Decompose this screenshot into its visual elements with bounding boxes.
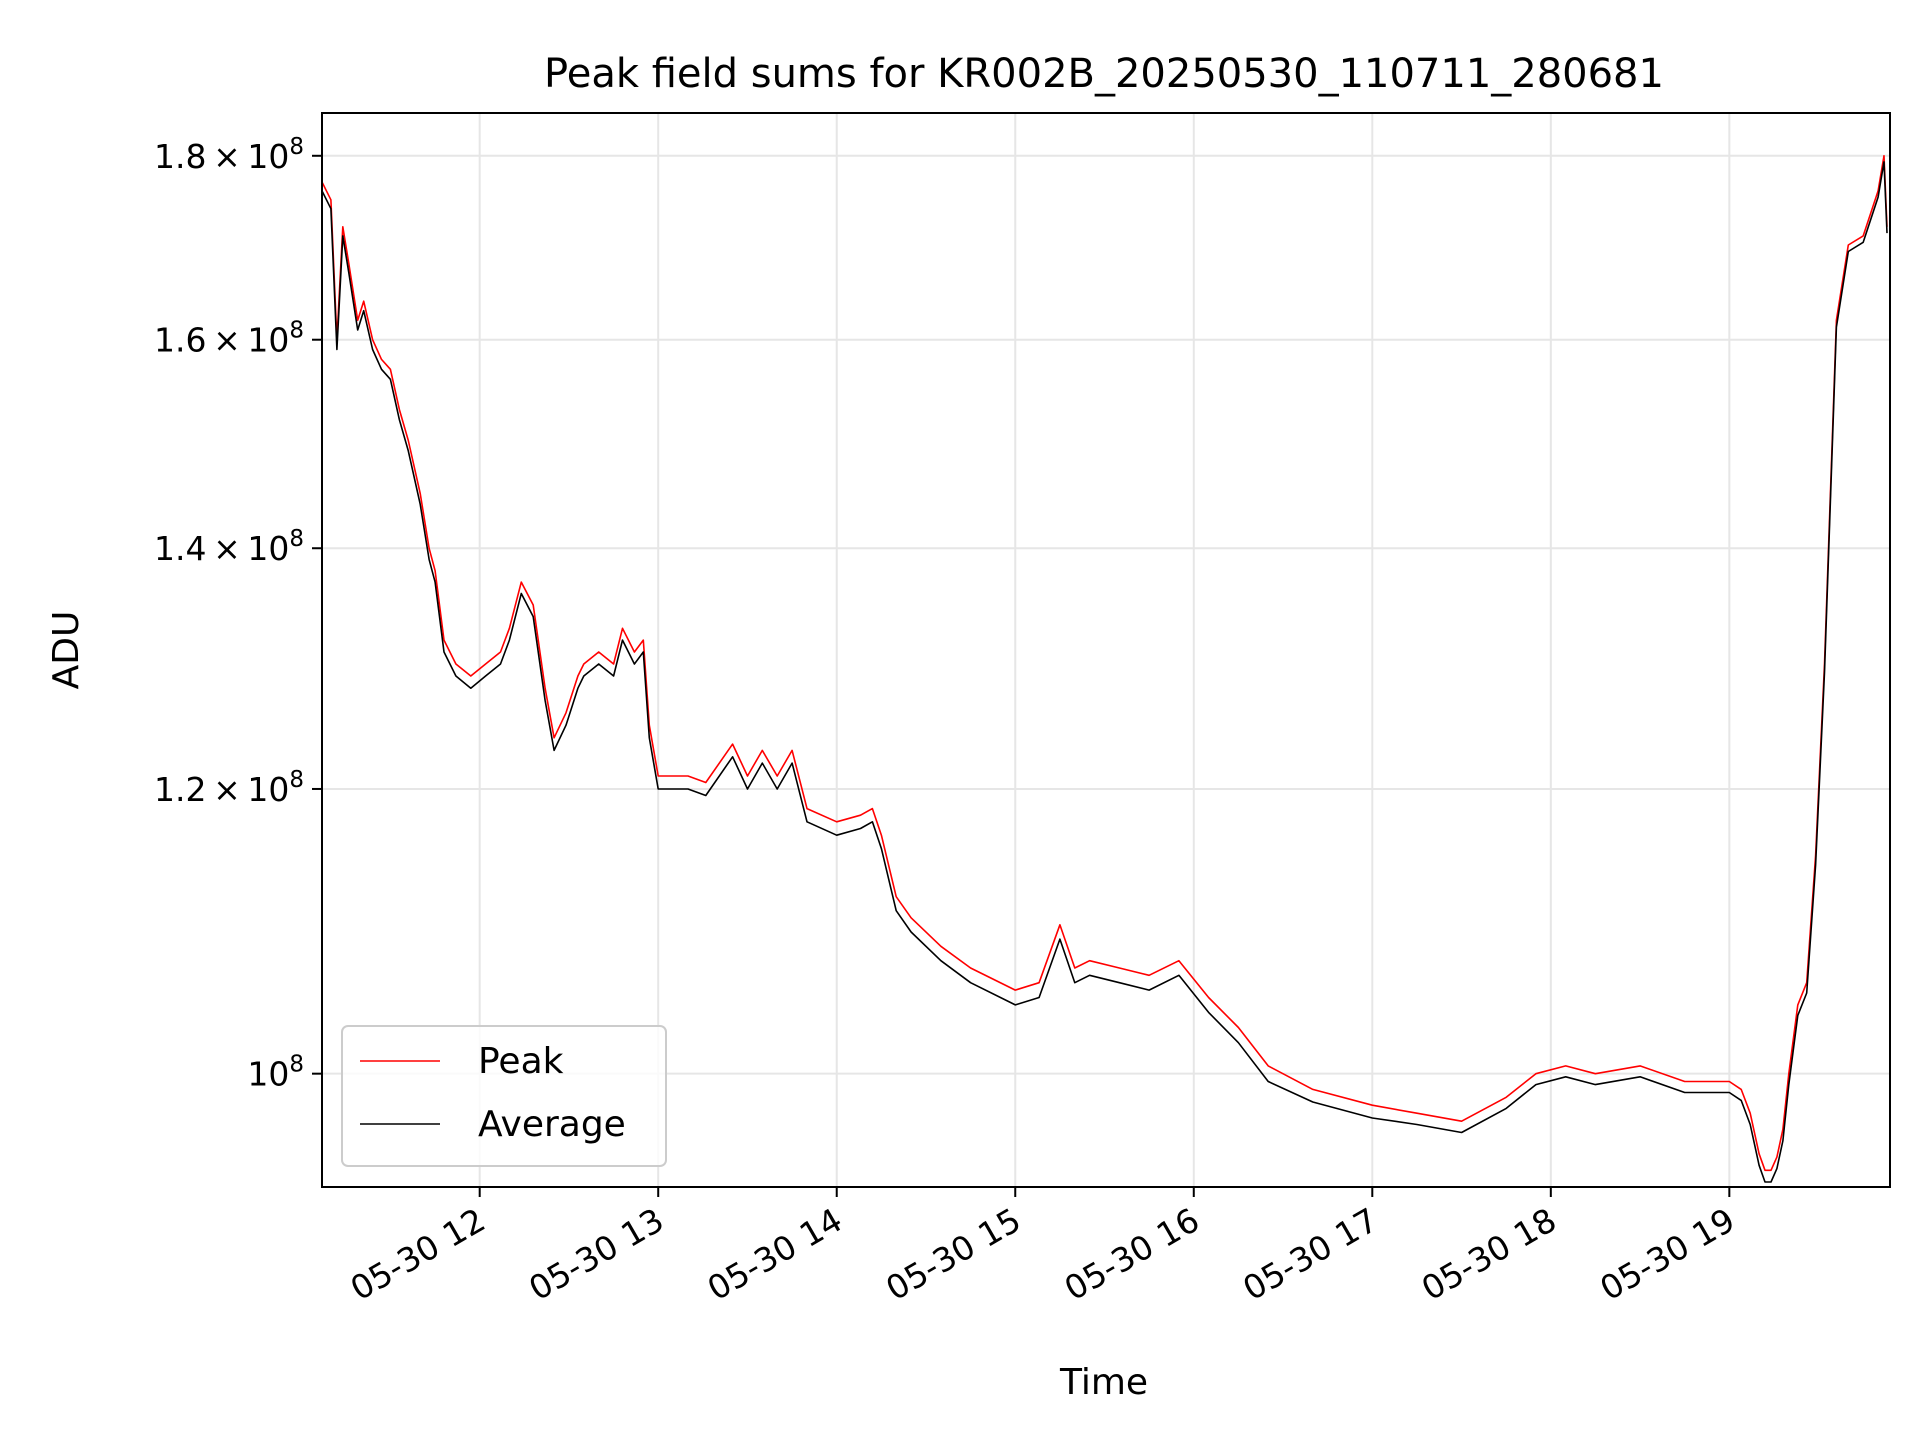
y-axis-ticks: 108 1.2 × 108 1.4 × 108 1.6 × 108 1.8 × 108 — [154, 134, 322, 1094]
series-line-peak — [321, 155, 1888, 1172]
y-tick-label: 1.2 × 108 — [154, 767, 304, 809]
legend-average-label: Average — [478, 1104, 626, 1145]
series-line-average — [321, 161, 1888, 1183]
y-tick-label: 1.8 × 108 — [154, 134, 304, 176]
plot-frame — [321, 112, 1891, 1188]
chart-title: Peak field sums for KR002B_20250530_1107… — [544, 51, 1664, 97]
x-axis-label: Time — [1059, 1362, 1148, 1403]
y-axis-label: ADU — [46, 611, 87, 690]
plot-series — [321, 155, 1888, 1183]
y-tick-label: 1.4 × 108 — [154, 526, 304, 568]
grid — [322, 113, 1890, 1187]
y-tick-label: 108 — [247, 1052, 304, 1094]
legend: Peak Average — [341, 1025, 667, 1167]
legend-peak-label: Peak — [478, 1041, 564, 1082]
y-tick-label: 1.6 × 108 — [154, 318, 304, 360]
